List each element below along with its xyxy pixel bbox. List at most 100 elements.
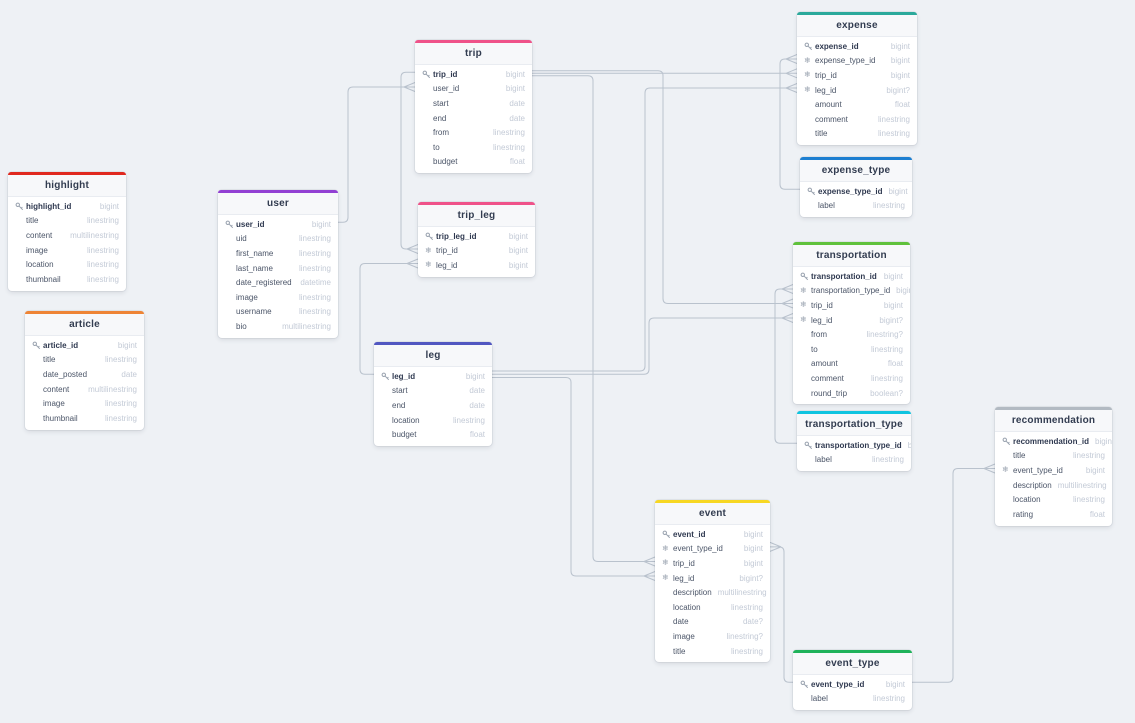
field-row: last_name linestring [218, 261, 338, 276]
field-row: ❄ expense_type_id bigint [797, 54, 917, 69]
crow-foot-icon [785, 83, 798, 93]
field-type: float [469, 430, 485, 440]
table-card-article[interactable]: article article_id bigint title linestring da… [25, 311, 144, 430]
crow-foot-icon [781, 313, 794, 323]
crow-foot-icon [785, 54, 798, 64]
table-card-expense[interactable]: expense expense_id bigint ❄ expense_type_id b… [797, 12, 917, 146]
table-card-user[interactable]: user user_id bigint uid linestring first_name… [218, 190, 338, 338]
table-header: transportation [793, 245, 910, 267]
table-title: expense_type [821, 165, 891, 176]
primary-key-icon [225, 220, 236, 229]
table-fields: event_type_id bigint label linestring [793, 675, 912, 710]
field-type: linestring [1072, 451, 1105, 461]
field-type: bigint [890, 41, 910, 51]
crow-foot-icon [643, 556, 656, 567]
crow-foot-icon [983, 463, 996, 474]
field-name: content [26, 230, 53, 240]
field-row: title linestring [25, 353, 144, 368]
field-row: ❄ leg_id bigint [418, 258, 535, 273]
table-header: trip_leg [418, 205, 535, 227]
table-fields: recommendation_idbiginttitlelinestring❄e… [995, 432, 1112, 526]
field-name: first_name [236, 248, 274, 258]
field-name: location [26, 260, 54, 270]
field-type: linestring [877, 129, 910, 139]
table-card-transportation[interactable]: transportation transportation_id bigint ❄ tr… [793, 242, 910, 405]
foreign-key-icon: ❄ [1002, 465, 1009, 475]
field-type: float [887, 359, 903, 369]
field-name: event_id [673, 529, 706, 539]
field-row: event_id bigint [655, 527, 770, 542]
field-name: from [811, 330, 827, 340]
field-row: bio multilinestring [218, 319, 338, 334]
crow-foot-icon [781, 298, 794, 309]
table-card-expense_type[interactable]: expense_type expense_type_id bigint label li… [800, 157, 912, 218]
primary-key-icon [32, 341, 43, 350]
field-type: linestring [104, 413, 137, 423]
field-name: transportation_id [811, 271, 877, 281]
field-row: thumbnail linestring [25, 411, 144, 426]
table-title: trip_leg [457, 210, 496, 221]
field-type: bigint [888, 186, 908, 196]
field-name: leg_id [811, 315, 833, 325]
field-type: bigint [508, 246, 528, 256]
field-type: bigint [505, 84, 525, 94]
field-type: bigint? [879, 315, 903, 325]
field-name: trip_id [815, 70, 837, 80]
field-row: article_id bigint [25, 338, 144, 353]
table-card-transportation_type[interactable]: transportation_type transportation_type_i… [797, 411, 911, 472]
field-row: ❄ event_type_id bigint [655, 542, 770, 557]
field-type: linestring [872, 694, 905, 704]
relationship-line-recommendation.event_type_id [912, 468, 984, 683]
field-type: linestring [86, 245, 119, 255]
field-name: budget [433, 157, 458, 167]
table-color-bar [797, 12, 917, 15]
field-row: description multilinestring [655, 585, 770, 600]
primary-key-icon [662, 530, 673, 539]
field-name: location [673, 602, 701, 612]
table-card-event[interactable]: event event_id bigint ❄ event_type_id bigint ❄… [655, 500, 770, 663]
field-type: date [509, 113, 525, 123]
table-color-bar [797, 411, 911, 414]
field-name: budget [392, 430, 417, 440]
field-type: linestring [870, 344, 903, 354]
field-name: last_name [236, 263, 273, 273]
field-row: round_trip boolean? [793, 386, 910, 401]
table-card-highlight[interactable]: highlight highlight_id bigint title linestri… [8, 172, 126, 291]
table-color-bar [995, 407, 1112, 410]
field-name: rating [1013, 509, 1034, 519]
table-fields: expense_type_id bigint label linestring [800, 182, 912, 217]
field-type: bigint [883, 271, 903, 281]
primary-key-icon [807, 187, 818, 196]
field-name: uid [236, 234, 247, 244]
field-row: username linestring [218, 305, 338, 320]
field-name: thumbnail [43, 413, 78, 423]
field-name: article_id [43, 340, 79, 350]
field-name: location [1013, 495, 1041, 505]
table-fields: trip_leg_id bigint ❄ trip_id bigint ❄ leg_id bi… [418, 227, 535, 277]
field-type: bigint [508, 231, 528, 241]
table-card-event_type[interactable]: event_type event_type_id bigint label linest… [793, 650, 912, 711]
table-header: expense [797, 15, 917, 37]
relationship-line-event.leg_id [492, 377, 644, 577]
field-row: amount float [793, 357, 910, 372]
table-card-recommendation[interactable]: recommendationrecommendation_idbiginttit… [995, 407, 1112, 526]
table-fields: leg_id bigint start date end date location line… [374, 367, 492, 446]
table-header: transportation_type [797, 414, 911, 436]
field-name: username [236, 307, 272, 317]
table-card-trip_leg[interactable]: trip_leg trip_leg_id bigint ❄ trip_id bigint ❄… [418, 202, 535, 277]
field-row: budget float [415, 155, 532, 170]
table-card-trip[interactable]: trip trip_id bigint user_id bigint start date e… [415, 40, 532, 174]
table-card-leg[interactable]: leg leg_id bigint start date end date location l… [374, 342, 492, 446]
table-color-bar [793, 650, 912, 653]
table-header: trip [415, 43, 532, 65]
table-color-bar [8, 172, 126, 175]
field-name: expense_type_id [815, 56, 876, 66]
field-name: title [815, 129, 828, 139]
field-type: bigint? [739, 573, 763, 583]
field-type: bigint [311, 219, 331, 229]
field-name: leg_id [673, 573, 695, 583]
field-type: bigint [743, 544, 763, 554]
field-type: linestring [298, 234, 331, 244]
field-name: trip_id [436, 246, 458, 256]
field-row: end date [415, 111, 532, 126]
